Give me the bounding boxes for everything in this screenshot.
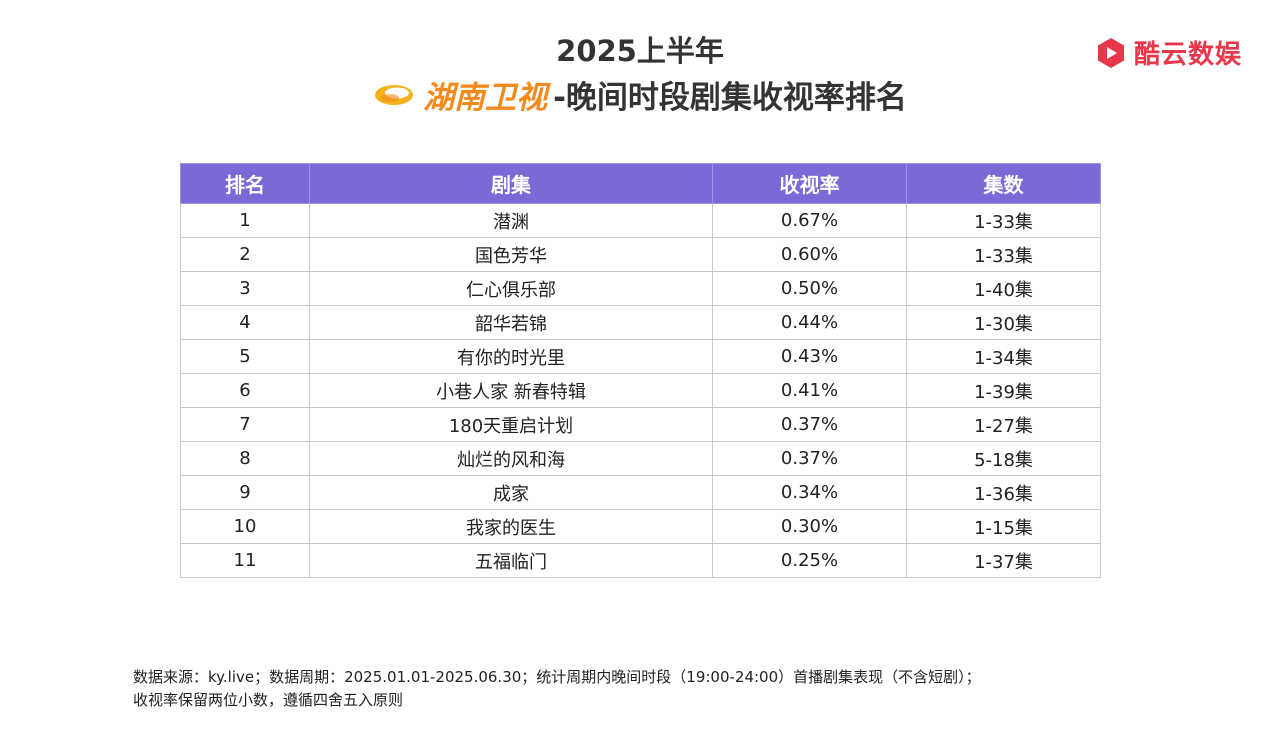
- table-row: 8 灿烂的风和海 0.37% 5-18集: [180, 441, 1101, 476]
- brand-logo-icon: [1097, 37, 1124, 68]
- cell-rank: 2: [180, 237, 310, 272]
- cell-episodes: 1-33集: [906, 237, 1101, 272]
- cell-title: 五福临门: [309, 543, 713, 578]
- cell-rating: 0.34%: [712, 475, 907, 510]
- cell-rank: 8: [180, 441, 310, 476]
- cell-rank: 3: [180, 271, 310, 306]
- cell-rating: 0.50%: [712, 271, 907, 306]
- cell-episodes: 1-33集: [906, 203, 1101, 238]
- cell-rank: 11: [180, 543, 310, 578]
- table-row: 5 有你的时光里 0.43% 1-34集: [180, 339, 1101, 374]
- channel-name: 湖南卫视: [423, 80, 548, 116]
- ranking-table: 排名 剧集 收视率 集数 1 潜渊 0.67% 1-33集 2 国色芳华 0.6…: [180, 163, 1101, 578]
- page-subtitle: 湖南卫视 -晚间时段剧集收视率排名: [0, 72, 1280, 117]
- cell-rank: 7: [180, 407, 310, 442]
- cell-episodes: 1-30集: [906, 305, 1101, 340]
- header-title: 剧集: [309, 163, 713, 204]
- brand: 酷云数娱: [1094, 34, 1242, 71]
- cell-rating: 0.37%: [712, 441, 907, 476]
- channel-logo-icon: [375, 84, 414, 105]
- footer-rounding-note: 收视率保留两位小数，遵循四舍五入原则: [133, 691, 404, 709]
- header-rank: 排名: [180, 163, 310, 204]
- footer-source: 数据来源：ky.live；数据周期：2025.01.01-2025.06.30；…: [133, 668, 981, 686]
- cell-title: 韶华若锦: [309, 305, 713, 340]
- table-row: 10 我家的医生 0.30% 1-15集: [180, 509, 1101, 544]
- page-title: 2025上半年: [556, 34, 724, 68]
- table-row: 4 韶华若锦 0.44% 1-30集: [180, 305, 1101, 340]
- cell-episodes: 1-40集: [906, 271, 1101, 306]
- cell-title: 小巷人家 新春特辑: [309, 373, 713, 408]
- cell-rank: 5: [180, 339, 310, 374]
- cell-rating: 0.60%: [712, 237, 907, 272]
- subtitle-text: -晚间时段剧集收视率排名: [553, 80, 907, 116]
- cell-episodes: 1-15集: [906, 509, 1101, 544]
- brand-name: 酷云数娱: [1133, 40, 1242, 70]
- cell-rank: 9: [180, 475, 310, 510]
- cell-episodes: 1-37集: [906, 543, 1101, 578]
- cell-rating: 0.44%: [712, 305, 907, 340]
- header-episodes: 集数: [906, 163, 1101, 204]
- cell-title: 仁心俱乐部: [309, 271, 713, 306]
- cell-rank: 10: [180, 509, 310, 544]
- cell-rank: 6: [180, 373, 310, 408]
- cell-rating: 0.67%: [712, 203, 907, 238]
- table-row: 9 成家 0.34% 1-36集: [180, 475, 1101, 510]
- table-row: 11 五福临门 0.25% 1-37集: [180, 543, 1101, 578]
- cell-episodes: 1-34集: [906, 339, 1101, 374]
- cell-episodes: 1-36集: [906, 475, 1101, 510]
- cell-rank: 4: [180, 305, 310, 340]
- cell-title: 国色芳华: [309, 237, 713, 272]
- cell-rating: 0.41%: [712, 373, 907, 408]
- table-row: 3 仁心俱乐部 0.50% 1-40集: [180, 271, 1101, 306]
- cell-rating: 0.30%: [712, 509, 907, 544]
- cell-title: 潜渊: [309, 203, 713, 238]
- cell-title: 180天重启计划: [309, 407, 713, 442]
- cell-title: 成家: [309, 475, 713, 510]
- cell-title: 有你的时光里: [309, 339, 713, 374]
- footer-notes: 数据来源：ky.live；数据周期：2025.01.01-2025.06.30；…: [133, 666, 981, 712]
- header-rating: 收视率: [712, 163, 907, 204]
- table-row: 1 潜渊 0.67% 1-33集: [180, 203, 1101, 238]
- table-header-row: 排名 剧集 收视率 集数: [180, 163, 1101, 204]
- cell-episodes: 5-18集: [906, 441, 1101, 476]
- cell-title: 我家的医生: [309, 509, 713, 544]
- cell-rating: 0.43%: [712, 339, 907, 374]
- table-row: 6 小巷人家 新春特辑 0.41% 1-39集: [180, 373, 1101, 408]
- table-row: 2 国色芳华 0.60% 1-33集: [180, 237, 1101, 272]
- cell-rating: 0.25%: [712, 543, 907, 578]
- cell-episodes: 1-27集: [906, 407, 1101, 442]
- cell-title: 灿烂的风和海: [309, 441, 713, 476]
- cell-episodes: 1-39集: [906, 373, 1101, 408]
- table-row: 7 180天重启计划 0.37% 1-27集: [180, 407, 1101, 442]
- cell-rating: 0.37%: [712, 407, 907, 442]
- cell-rank: 1: [180, 203, 310, 238]
